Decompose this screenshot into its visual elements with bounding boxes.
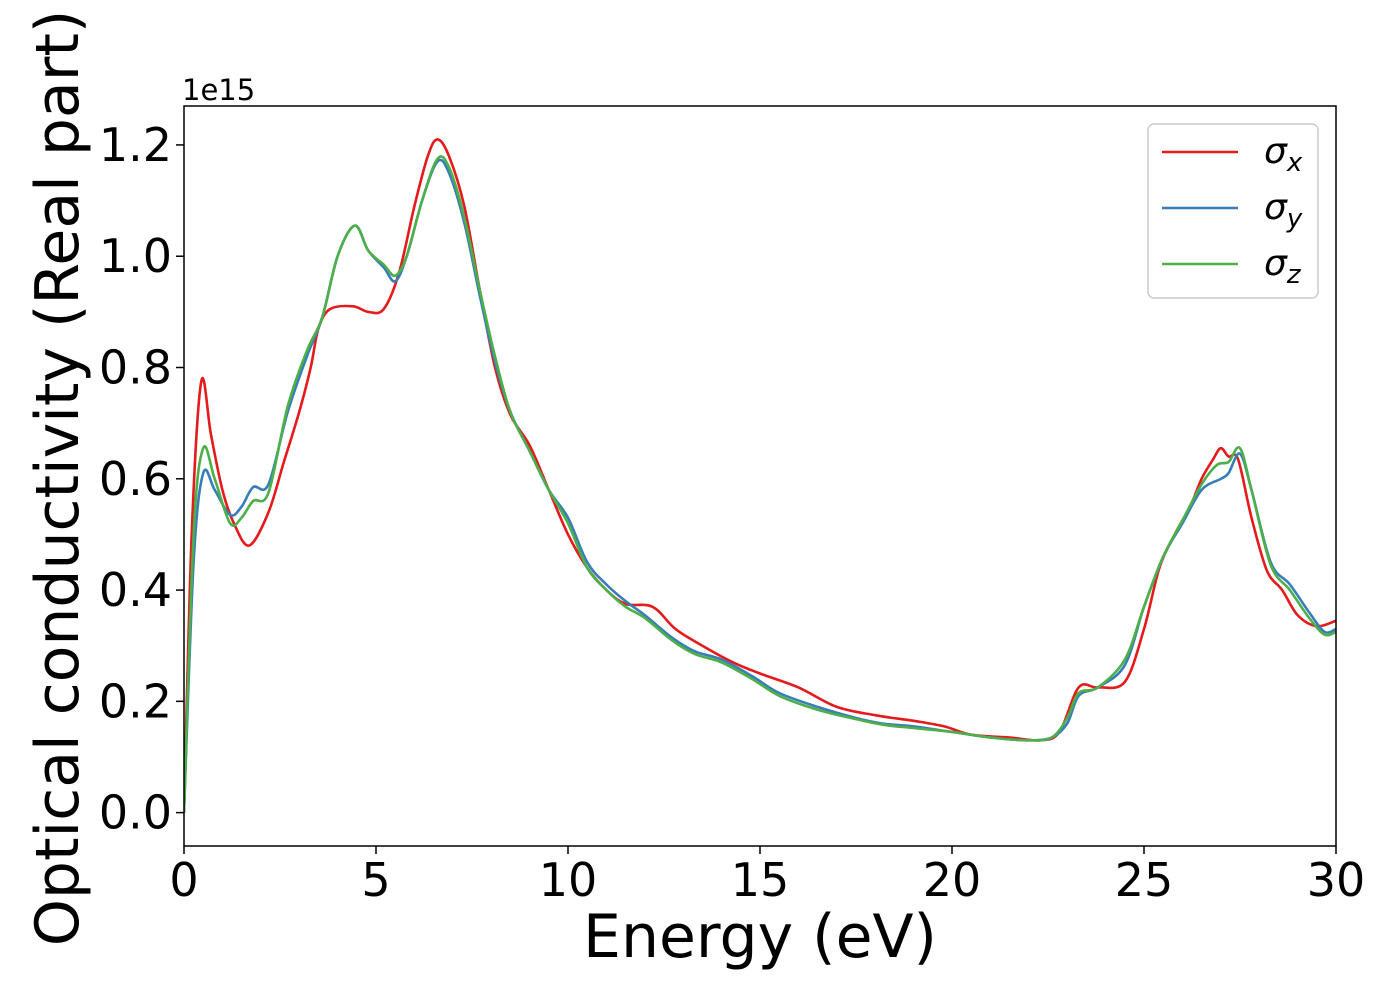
x-tick-label: 5: [361, 853, 390, 907]
y-tick-label: 0.4: [99, 563, 172, 617]
y-tick-label: 1.0: [99, 229, 172, 283]
y-tick-label: 0.2: [99, 674, 172, 728]
legend-label-x: σx: [1264, 131, 1303, 178]
x-tick-label: 30: [1307, 853, 1366, 907]
x-tick-label: 0: [169, 853, 198, 907]
y-tick-label: 1.2: [99, 118, 172, 172]
y-tick-label: 0.8: [99, 341, 172, 395]
y-tick-label: 0.0: [99, 786, 172, 840]
x-tick-label: 10: [539, 853, 598, 907]
series-line-z: [184, 155, 1336, 813]
legend-label-y: σy: [1264, 187, 1303, 234]
x-tick-label: 20: [923, 853, 982, 907]
legend-label-z: σz: [1264, 243, 1302, 290]
y-tick-label: 0.6: [99, 452, 172, 506]
legend-box: [1147, 123, 1319, 299]
x-tick-label: 15: [731, 853, 790, 907]
y-axis-title: Optical conductivity (Real part): [23, 10, 93, 947]
x-axis-title: Energy (eV): [583, 902, 937, 972]
y-offset-label: 1e15: [182, 73, 255, 107]
legend: σx σy σz: [1147, 123, 1319, 299]
x-tick-label: 25: [1115, 853, 1174, 907]
